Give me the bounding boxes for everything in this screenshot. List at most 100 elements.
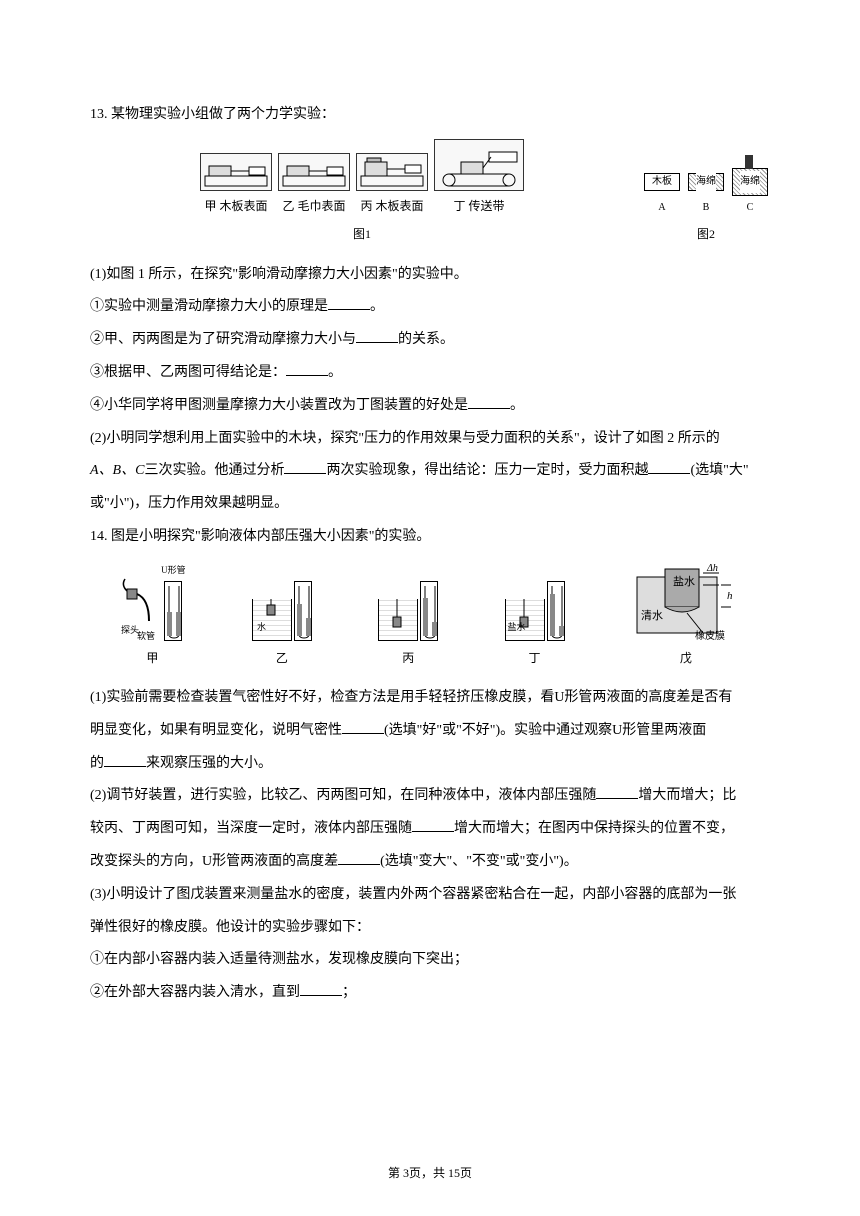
svg-text:橡皮膜: 橡皮膜: [695, 629, 725, 641]
q14-figures: 探头 软管 U形管 甲 水 乙: [90, 561, 770, 671]
beaker-salt-icon: 盐水: [505, 599, 545, 641]
fig-yi: 水 乙: [252, 581, 312, 671]
q13-part2-c: 两次实验现象，得出结论：压力一定时，受力面积越: [326, 463, 648, 478]
q14-p2e: 改变探头的方向，U形管两液面的高度差: [90, 854, 338, 869]
fig-jia-label: 甲: [146, 645, 158, 671]
q13-sub4-end: 。: [510, 398, 524, 413]
q13-intro: 13. 某物理实验小组做了两个力学实验：: [90, 100, 770, 131]
fig2-a: 木板 A: [642, 166, 682, 219]
q14-p3a: (3)小明设计了图戊装置来测量盐水的密度，装置内外两个容器紧密粘合在一起，内部小…: [90, 880, 770, 911]
fig2-c-inner: 海绵: [740, 171, 760, 193]
blank: [286, 362, 328, 376]
q14-p1c: (选填"好"或"不好")。实验中通过观察U形管里两液面: [384, 723, 706, 738]
beaker-water-icon: 水: [252, 599, 292, 641]
fig-yi-label: 乙: [276, 645, 288, 671]
fig2-c-label: C: [730, 197, 770, 219]
fig1-yi-label: 乙 毛巾表面: [278, 193, 350, 219]
q14-p2a: (2)调节好装置，进行实验，比较乙、丙两图可知，在同种液体中，液体内部压强随: [90, 788, 596, 803]
fig2-group: 木板 A 海绵 B 海绵 C 图2: [642, 166, 770, 247]
fig2-b-label: B: [686, 197, 726, 219]
q13-sub2-end: 的关系。: [398, 332, 454, 347]
svg-text:Δh: Δh: [706, 563, 718, 574]
page-number: 第 3页，共 15页: [388, 1166, 472, 1180]
blank: [300, 982, 342, 996]
svg-text:盐水: 盐水: [673, 575, 695, 588]
water-label: 水: [257, 618, 266, 638]
fig1-caption: 图1: [353, 221, 371, 247]
q14-step1: ①在内部小容器内装入适量待测盐水，发现橡皮膜向下突出；: [90, 945, 770, 976]
blank: [104, 753, 146, 767]
fig2-a-label: A: [642, 197, 682, 219]
q14-p2-line3: 改变探头的方向，U形管两液面的高度差 (选填"变大"、"不变"或"变小")。: [90, 847, 770, 878]
q13-part2-d: (选填"大": [690, 463, 748, 478]
q13-intro-text: 某物理实验小组做了两个力学实验：: [111, 107, 335, 122]
fig-wu: Δh h 盐水 清水 橡皮膜 戊: [631, 563, 741, 671]
q14-p1-line2: 明显变化，如果有明显变化，说明气密性 (选填"好"或"不好")。实验中通过观察U形…: [90, 716, 770, 747]
q14-p1e: 来观察压强的大小。: [146, 756, 272, 771]
q13-figures: 甲 木板表面 乙 毛巾表面: [90, 139, 770, 248]
utube-icon: [547, 581, 565, 641]
blank: [356, 329, 398, 343]
q13-sub1-end: 。: [370, 299, 384, 314]
q14-p2f: (选填"变大"、"不变"或"变小")。: [380, 854, 578, 869]
fig-bing: 丙: [378, 581, 438, 671]
fig1-bing-label: 丙 木板表面: [356, 193, 428, 219]
density-device-icon: Δh h 盐水 清水 橡皮膜: [631, 563, 741, 641]
blank: [468, 395, 510, 409]
q13-sub1-text: ①实验中测量滑动摩擦力大小的原理是: [90, 299, 328, 314]
q14-p2d: 增大而增大；在图丙中保持探头的位置不变，: [454, 821, 734, 836]
utube-icon: [420, 581, 438, 641]
svg-text:清水: 清水: [641, 609, 663, 622]
q13-sub1: ①实验中测量滑动摩擦力大小的原理是 。: [90, 292, 770, 323]
q13-sub2: ②甲、丙两图是为了研究滑动摩擦力大小与 的关系。: [90, 325, 770, 356]
blank: [338, 851, 380, 865]
q13-sub3-text: ③根据甲、乙两图可得结论是：: [90, 365, 286, 380]
q14-number: 14.: [90, 529, 108, 544]
q14-step2-end: ；: [342, 985, 356, 1000]
q13-part2-line2: A、B、C三次实验。他通过分析两次实验现象，得出结论：压力一定时，受力面积越(选…: [90, 456, 770, 487]
friction-setup-icon: [279, 154, 349, 190]
blank: [342, 720, 384, 734]
q14-p1b: 明显变化，如果有明显变化，说明气密性: [90, 723, 342, 738]
abc-italic2: 、B、C: [99, 463, 145, 478]
fig-ding: 盐水 丁: [505, 581, 565, 671]
blank: [328, 296, 370, 310]
fig-ding-label: 丁: [529, 645, 541, 671]
fig1-jia: 甲 木板表面: [200, 153, 272, 219]
fig1-ding-label: 丁 传送带: [434, 193, 524, 219]
q14-p2b: 增大而增大；比: [638, 788, 736, 803]
q13-sub2-text: ②甲、丙两图是为了研究滑动摩擦力大小与: [90, 332, 356, 347]
q13-part2-e: 或"小")，压力作用效果越明显。: [90, 489, 770, 520]
q13-part2-a: (2)小明同学想利用上面实验中的木块，探究"压力的作用效果与受力面积的关系"，设…: [90, 424, 770, 455]
fig2-caption: 图2: [697, 221, 715, 247]
q14-p1d: 的: [90, 756, 104, 771]
q13-sub4: ④小华同学将甲图测量摩擦力大小装置改为丁图装置的好处是 。: [90, 391, 770, 422]
fig2-a-inner: 木板: [652, 171, 672, 193]
svg-text:h: h: [727, 590, 733, 602]
q13-number: 13.: [90, 107, 108, 122]
fig2-b: 海绵 B: [686, 166, 726, 219]
q14-p3b: 弹性很好的橡皮膜。他设计的实验步骤如下：: [90, 913, 770, 944]
probe-icon: 探头 软管: [119, 571, 159, 641]
q14-step2-text: ②在外部大容器内装入清水，直到: [90, 985, 300, 1000]
beaker-water-icon: [378, 599, 418, 641]
fig2-c: 海绵 C: [730, 166, 770, 219]
fig1-yi: 乙 毛巾表面: [278, 153, 350, 219]
fig1-group: 甲 木板表面 乙 毛巾表面: [90, 139, 634, 248]
q14-p2c: 较丙、丁两图可知，当深度一定时，液体内部压强随: [90, 821, 412, 836]
q14-p1a: (1)实验前需要检查装置气密性好不好，检查方法是用手轻轻挤压橡皮膜，看U形管两液…: [90, 683, 770, 714]
page-footer: 第 3页，共 15页: [0, 1160, 860, 1186]
q14-p2-line1: (2)调节好装置，进行实验，比较乙、丙两图可知，在同种液体中，液体内部压强随 增大…: [90, 781, 770, 812]
friction-setup-icon: [357, 154, 427, 190]
utube-icon: [164, 581, 182, 641]
q13-sub4-text: ④小华同学将甲图测量摩擦力大小装置改为丁图装置的好处是: [90, 398, 468, 413]
q14-intro-text: 图是小明探究"影响液体内部压强大小因素"的实验。: [111, 529, 430, 544]
blank: [648, 460, 690, 474]
salt-label: 盐水: [508, 618, 526, 638]
fig-jia: 探头 软管 U形管 甲: [119, 561, 186, 671]
blank: [284, 460, 326, 474]
friction-setup-icon: [201, 154, 271, 190]
blank: [412, 818, 454, 832]
conveyor-icon: [435, 140, 523, 190]
utube-label: U形管: [161, 561, 186, 581]
